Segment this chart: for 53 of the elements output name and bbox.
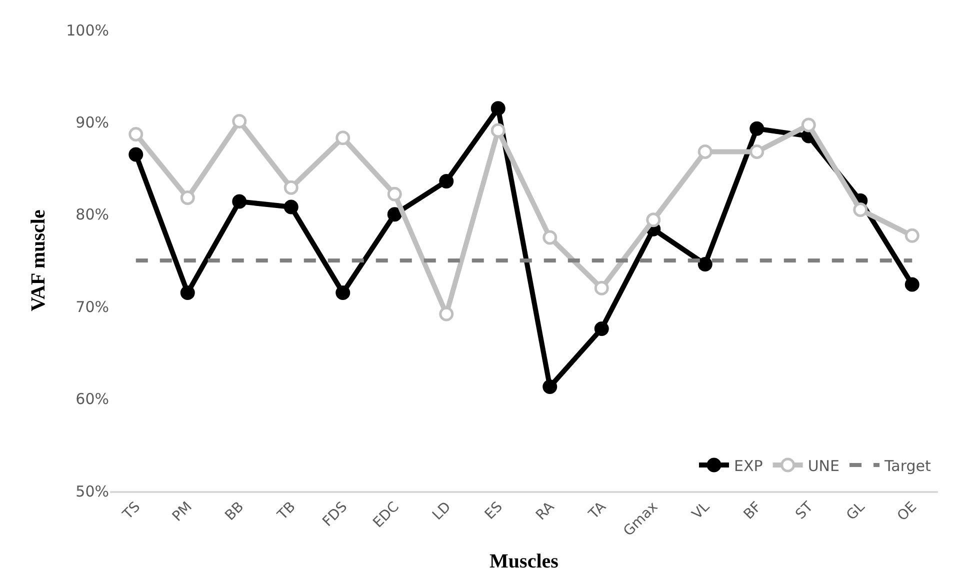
y-axis-title: VAF muscle — [28, 210, 50, 312]
x-tick-label: ST — [792, 498, 817, 523]
point — [646, 212, 661, 228]
x-tick-label: LD — [430, 499, 454, 524]
x-tick-label: GL — [844, 498, 868, 524]
point — [232, 194, 247, 209]
x-tick-label: TA — [585, 498, 610, 524]
y-tick-label: 70% — [76, 298, 109, 316]
point — [128, 126, 144, 142]
point — [439, 306, 454, 322]
point — [284, 180, 298, 195]
y-tick-label: 80% — [76, 206, 109, 224]
legend-label: EXP — [734, 456, 763, 475]
point — [180, 190, 195, 206]
point — [490, 101, 506, 116]
x-tick-label: TB — [274, 499, 299, 524]
y-tick-label: 100% — [66, 21, 109, 40]
x-tick-label: ES — [482, 498, 506, 523]
point — [853, 202, 868, 218]
point — [542, 380, 558, 394]
point — [904, 277, 920, 292]
x-tick-label: RA — [533, 498, 558, 524]
y-tick-label: 60% — [76, 390, 109, 408]
point — [336, 130, 350, 146]
x-tick-label: OE — [894, 499, 920, 524]
y-tick-label: 90% — [76, 113, 109, 132]
point — [750, 144, 764, 159]
point — [490, 123, 506, 138]
point — [387, 186, 402, 202]
point — [904, 228, 920, 243]
point — [594, 280, 609, 296]
point — [801, 118, 816, 132]
point — [336, 286, 350, 300]
point — [180, 286, 195, 300]
x-tick-label: VL — [689, 498, 714, 523]
point — [128, 147, 144, 162]
x-tick-label: TS — [119, 498, 144, 524]
point — [232, 114, 247, 129]
legend-label: UNE — [808, 456, 840, 475]
x-tick-label: BF — [740, 499, 765, 523]
point — [439, 174, 454, 188]
x-tick-label: PM — [170, 499, 196, 525]
point — [387, 207, 402, 222]
y-tick-label: 50% — [76, 482, 109, 500]
point — [284, 200, 298, 214]
point — [698, 144, 712, 159]
point — [698, 256, 712, 272]
point — [542, 230, 558, 245]
point — [594, 321, 609, 336]
point — [750, 121, 764, 136]
legend-label: Target — [884, 456, 932, 475]
x-axis-title: Muscles — [490, 550, 559, 573]
x-tick-label: BB — [222, 499, 248, 524]
